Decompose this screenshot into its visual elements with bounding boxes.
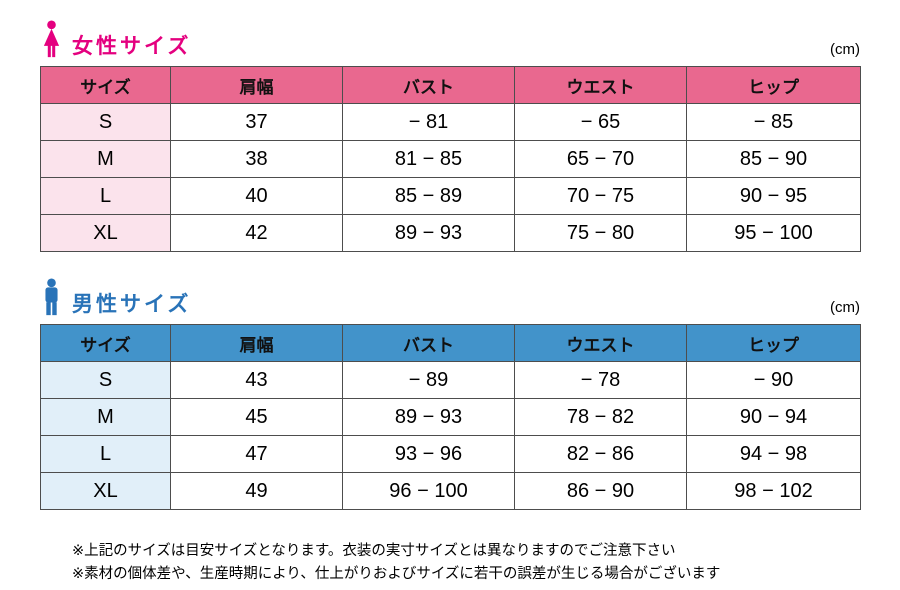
women-size-section: 女性サイズ (cm) サイズ 肩幅 バスト ウエスト ヒップ S 37 xyxy=(40,20,861,252)
column-header-shoulder: 肩幅 xyxy=(170,324,343,362)
waist-cell: 65 − 70 xyxy=(514,140,687,178)
waist-cell: 78 − 82 xyxy=(514,398,687,436)
shoulder-cell: 47 xyxy=(170,435,343,473)
men-unit-label: (cm) xyxy=(830,299,860,316)
shoulder-cell: 37 xyxy=(170,103,343,141)
size-cell: L xyxy=(40,435,171,473)
table-row: S 43 − 89 − 78 − 90 xyxy=(40,361,861,399)
table-row: L 47 93 − 96 82 − 86 94 − 98 xyxy=(40,435,861,473)
bust-cell: 89 − 93 xyxy=(342,214,515,252)
column-header-hip: ヒップ xyxy=(686,324,861,362)
women-header-row: サイズ 肩幅 バスト ウエスト ヒップ xyxy=(40,66,861,104)
footnotes: ※上記のサイズは目安サイズとなります。衣装の実寸サイズとは異なりますのでご注意下… xyxy=(40,540,860,586)
size-cell: L xyxy=(40,177,171,215)
female-icon xyxy=(40,20,63,59)
table-row: L 40 85 − 89 70 − 75 90 − 95 xyxy=(40,177,861,215)
bust-cell: 81 − 85 xyxy=(342,140,515,178)
note-line: ※素材の個体差や、生産時期により、仕上がりおよびサイズに若干の誤差が生じる場合が… xyxy=(72,566,721,583)
hip-cell: 95 − 100 xyxy=(686,214,861,252)
bust-cell: 89 − 93 xyxy=(342,398,515,436)
hip-cell: 90 − 94 xyxy=(686,398,861,436)
column-header-size: サイズ xyxy=(40,324,171,362)
waist-cell: 82 − 86 xyxy=(514,435,687,473)
men-size-section: 男性サイズ (cm) サイズ 肩幅 バスト ウエスト ヒップ S 43 xyxy=(40,278,861,510)
women-unit-label: (cm) xyxy=(830,41,860,58)
men-header-row: サイズ 肩幅 バスト ウエスト ヒップ xyxy=(40,324,861,362)
hip-cell: 94 − 98 xyxy=(686,435,861,473)
column-header-shoulder: 肩幅 xyxy=(170,66,343,104)
table-row: S 37 − 81 − 65 − 85 xyxy=(40,103,861,141)
column-header-size: サイズ xyxy=(40,66,171,104)
waist-cell: − 65 xyxy=(514,103,687,141)
column-header-waist: ウエスト xyxy=(514,324,687,362)
shoulder-cell: 42 xyxy=(170,214,343,252)
table-row: M 38 81 − 85 65 − 70 85 − 90 xyxy=(40,140,861,178)
women-size-title: 女性サイズ xyxy=(72,34,192,58)
hip-cell: 85 − 90 xyxy=(686,140,861,178)
size-cell: S xyxy=(40,361,171,399)
waist-cell: − 78 xyxy=(514,361,687,399)
shoulder-cell: 45 xyxy=(170,398,343,436)
male-icon xyxy=(40,278,63,317)
column-header-waist: ウエスト xyxy=(514,66,687,104)
shoulder-cell: 49 xyxy=(170,472,343,510)
women-size-table: サイズ 肩幅 バスト ウエスト ヒップ S 37 − 81 − 65 − 85 … xyxy=(40,66,861,252)
column-header-hip: ヒップ xyxy=(686,66,861,104)
column-header-bust: バスト xyxy=(342,66,515,104)
size-cell: M xyxy=(40,398,171,436)
size-cell: M xyxy=(40,140,171,178)
men-size-title: 男性サイズ xyxy=(72,292,192,316)
shoulder-cell: 38 xyxy=(170,140,343,178)
women-title-row: 女性サイズ (cm) xyxy=(40,20,860,59)
size-cell: XL xyxy=(40,472,171,510)
shoulder-cell: 40 xyxy=(170,177,343,215)
waist-cell: 86 − 90 xyxy=(514,472,687,510)
bust-cell: − 89 xyxy=(342,361,515,399)
table-row: M 45 89 − 93 78 − 82 90 − 94 xyxy=(40,398,861,436)
hip-cell: 98 − 102 xyxy=(686,472,861,510)
bust-cell: 93 − 96 xyxy=(342,435,515,473)
note-line: ※上記のサイズは目安サイズとなります。衣装の実寸サイズとは異なりますのでご注意下… xyxy=(72,543,676,559)
hip-cell: − 85 xyxy=(686,103,861,141)
size-cell: XL xyxy=(40,214,171,252)
bust-cell: − 81 xyxy=(342,103,515,141)
men-title-row: 男性サイズ (cm) xyxy=(40,278,860,317)
table-row: XL 49 96 − 100 86 − 90 98 − 102 xyxy=(40,472,861,510)
table-row: XL 42 89 − 93 75 − 80 95 − 100 xyxy=(40,214,861,252)
shoulder-cell: 43 xyxy=(170,361,343,399)
hip-cell: − 90 xyxy=(686,361,861,399)
men-size-table: サイズ 肩幅 バスト ウエスト ヒップ S 43 − 89 − 78 − 90 … xyxy=(40,324,861,510)
bust-cell: 96 − 100 xyxy=(342,472,515,510)
waist-cell: 70 − 75 xyxy=(514,177,687,215)
size-cell: S xyxy=(40,103,171,141)
waist-cell: 75 − 80 xyxy=(514,214,687,252)
bust-cell: 85 − 89 xyxy=(342,177,515,215)
hip-cell: 90 − 95 xyxy=(686,177,861,215)
column-header-bust: バスト xyxy=(342,324,515,362)
